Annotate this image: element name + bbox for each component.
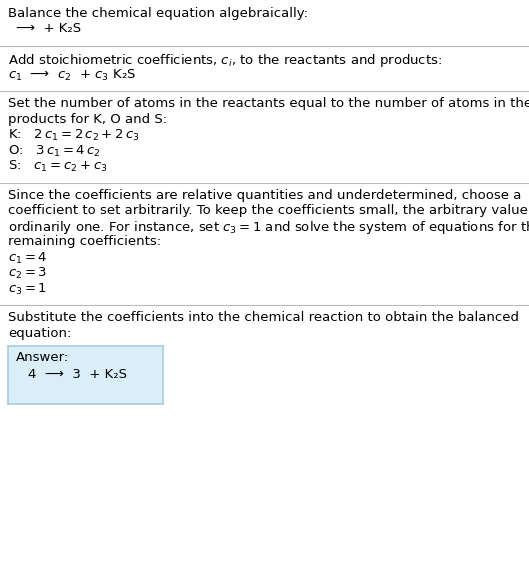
Text: equation:: equation: bbox=[8, 326, 71, 339]
Text: $c_2 = 3$: $c_2 = 3$ bbox=[8, 266, 47, 281]
Text: remaining coefficients:: remaining coefficients: bbox=[8, 235, 161, 248]
Text: Substitute the coefficients into the chemical reaction to obtain the balanced: Substitute the coefficients into the che… bbox=[8, 311, 519, 324]
Text: products for K, O and S:: products for K, O and S: bbox=[8, 113, 167, 125]
Text: K:   $2\,c_1 = 2\,c_2 + 2\,c_3$: K: $2\,c_1 = 2\,c_2 + 2\,c_3$ bbox=[8, 128, 140, 143]
Text: Set the number of atoms in the reactants equal to the number of atoms in the: Set the number of atoms in the reactants… bbox=[8, 97, 529, 110]
Text: Answer:: Answer: bbox=[16, 351, 69, 364]
Text: ordinarily one. For instance, set $c_3 = 1$ and solve the system of equations fo: ordinarily one. For instance, set $c_3 =… bbox=[8, 220, 529, 237]
Text: $c_1$  ⟶  $c_2$  + $c_3$ K₂S: $c_1$ ⟶ $c_2$ + $c_3$ K₂S bbox=[8, 68, 136, 83]
Text: $c_3 = 1$: $c_3 = 1$ bbox=[8, 282, 47, 297]
Text: Since the coefficients are relative quantities and underdetermined, choose a: Since the coefficients are relative quan… bbox=[8, 188, 522, 202]
Text: Add stoichiometric coefficients, $c_i$, to the reactants and products:: Add stoichiometric coefficients, $c_i$, … bbox=[8, 52, 442, 69]
Text: ⟶  + K₂S: ⟶ + K₂S bbox=[16, 23, 81, 36]
Text: O:   $3\,c_1 = 4\,c_2$: O: $3\,c_1 = 4\,c_2$ bbox=[8, 143, 101, 159]
Text: Balance the chemical equation algebraically:: Balance the chemical equation algebraica… bbox=[8, 7, 308, 20]
Text: 4  ⟶  3  + K₂S: 4 ⟶ 3 + K₂S bbox=[28, 368, 127, 381]
Text: $c_1 = 4$: $c_1 = 4$ bbox=[8, 251, 48, 266]
Text: S:   $c_1 = c_2 + c_3$: S: $c_1 = c_2 + c_3$ bbox=[8, 159, 107, 174]
Text: coefficient to set arbitrarily. To keep the coefficients small, the arbitrary va: coefficient to set arbitrarily. To keep … bbox=[8, 204, 529, 217]
